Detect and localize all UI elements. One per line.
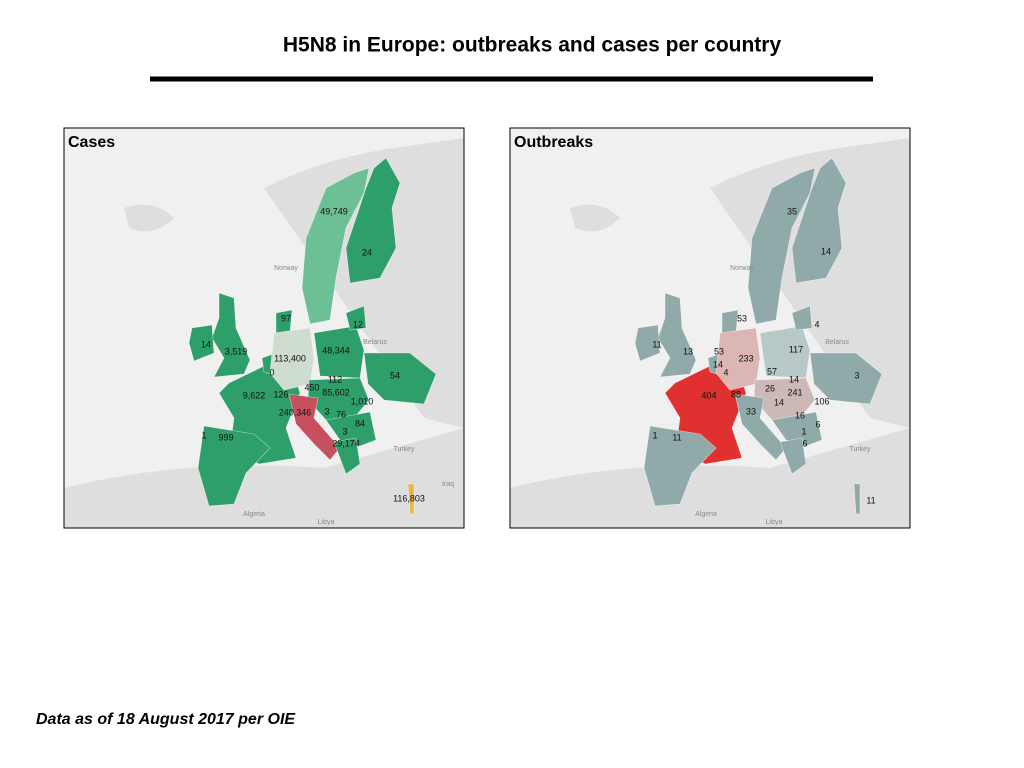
value-label: 84 <box>355 418 365 428</box>
value-label: 999 <box>218 432 233 442</box>
value-label: 3 <box>342 426 347 436</box>
slide-title: H5N8 in Europe: outbreaks and cases per … <box>283 34 782 57</box>
value-label: 3,519 <box>225 346 248 356</box>
value-label: 49,749 <box>320 206 348 216</box>
value-label: 26 <box>765 383 775 393</box>
value-label: 11 <box>866 495 875 505</box>
country <box>313 325 365 379</box>
country <box>853 483 861 515</box>
place-label: Belarus <box>363 339 387 346</box>
place-label: Algeria <box>695 511 717 518</box>
country <box>333 437 361 475</box>
map-title: Cases <box>68 134 115 151</box>
value-label: 14 <box>789 374 799 384</box>
value-label: 33 <box>746 406 756 416</box>
map-panel: Outbreaks Norway Belarus Turkey Algeria Libya… <box>509 127 911 529</box>
value-label: 6 <box>802 438 807 448</box>
country <box>747 167 816 325</box>
map-border <box>63 127 465 529</box>
value-label: 4 <box>723 367 728 377</box>
value-label: 14 <box>713 359 723 369</box>
value-label: 116,803 <box>393 493 425 503</box>
country <box>345 305 367 331</box>
value-label: 88 <box>731 389 741 399</box>
place-label: Libya <box>318 519 335 526</box>
value-label: 14 <box>201 339 211 349</box>
country <box>407 483 415 515</box>
value-label: 3 <box>854 370 859 380</box>
country <box>197 425 271 507</box>
country <box>791 305 813 331</box>
value-label: 1 <box>652 430 657 440</box>
value-label: 14 <box>821 246 831 256</box>
country <box>325 411 377 447</box>
country <box>721 309 739 334</box>
value-label: 54 <box>390 370 400 380</box>
value-label: 112 <box>328 374 342 384</box>
place-label: Norway <box>730 265 754 272</box>
country <box>345 157 401 284</box>
country <box>779 437 807 475</box>
value-label: 14 <box>774 397 784 407</box>
value-label: 113,400 <box>274 353 306 363</box>
place-label: Iraq <box>442 481 454 488</box>
value-label: 12 <box>353 319 363 329</box>
value-label: 76 <box>336 409 346 419</box>
country <box>809 352 883 405</box>
value-label: 1 <box>201 430 206 440</box>
value-label: 450 <box>304 382 319 392</box>
value-label: 4 <box>814 319 819 329</box>
value-label: 126 <box>273 389 288 399</box>
value-label: 233 <box>738 353 753 363</box>
value-label: 97 <box>281 313 291 323</box>
value-label: 13 <box>683 346 693 356</box>
value-label: 6 <box>815 419 820 429</box>
country <box>288 393 341 461</box>
country <box>734 393 787 461</box>
value-label: 24 <box>362 247 372 257</box>
value-label: 57 <box>767 366 777 376</box>
place-label: Turkey <box>849 446 871 453</box>
country <box>211 292 251 378</box>
value-label: 16 <box>795 410 805 420</box>
value-label: 53 <box>714 346 724 356</box>
value-label: 106 <box>814 396 829 406</box>
value-label: 404 <box>701 390 716 400</box>
place-label: Algeria <box>243 511 265 518</box>
place-label: Norway <box>274 265 298 272</box>
value-label: 0 <box>269 367 274 377</box>
value-label: 1 <box>801 426 806 436</box>
country <box>759 325 811 379</box>
value-label: 9,622 <box>243 390 266 400</box>
map-panel: Cases Norway Belarus Turkey Iraq Algeria Libya… <box>63 127 465 529</box>
map-border <box>509 127 911 529</box>
value-label: 11 <box>652 339 661 349</box>
value-label: 29,174 <box>332 438 360 448</box>
country <box>634 324 661 362</box>
country <box>363 352 437 405</box>
country <box>791 157 847 284</box>
place-label: Belarus <box>825 339 849 346</box>
value-label: 1,010 <box>351 396 374 406</box>
value-label: 85,602 <box>322 387 350 397</box>
country <box>771 411 823 447</box>
place-label: Libya <box>766 519 783 526</box>
value-label: 11 <box>672 432 681 442</box>
place-label: Turkey <box>393 446 415 453</box>
value-label: 241 <box>787 387 802 397</box>
value-label: 35 <box>787 206 797 216</box>
country <box>301 167 370 325</box>
footer-note: Data as of 18 August 2017 per OIE <box>36 711 296 728</box>
country <box>657 292 697 378</box>
country <box>188 324 215 362</box>
value-label: 3 <box>324 406 329 416</box>
country <box>643 425 717 507</box>
value-label: 240,346 <box>279 407 312 417</box>
value-label: 117 <box>789 344 803 354</box>
value-label: 48,344 <box>322 345 350 355</box>
value-label: 53 <box>737 313 747 323</box>
map-title: Outbreaks <box>514 134 593 151</box>
